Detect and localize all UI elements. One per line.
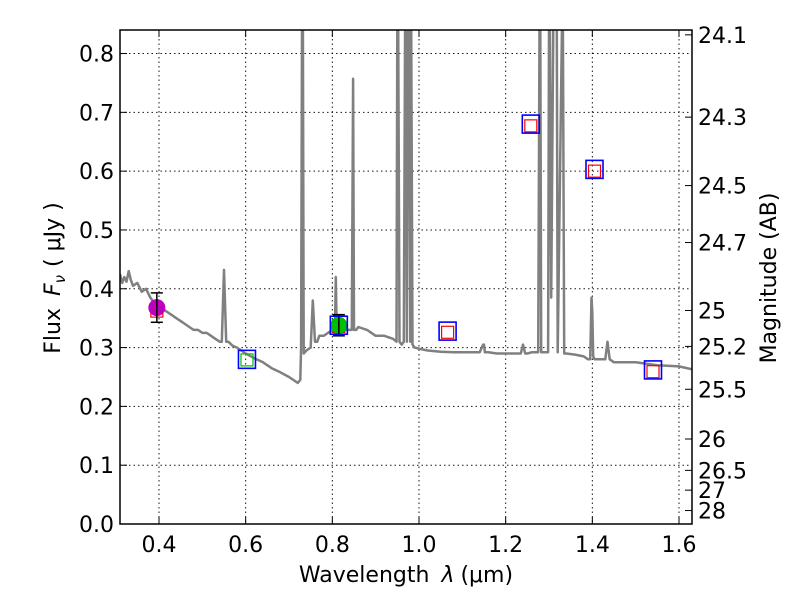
observed-flux-box (521, 114, 541, 134)
y-axis-label: Flux Fν ( μJy ) (41, 202, 69, 353)
x-axis-label-text: Wavelength (299, 563, 430, 588)
photometry-series (148, 114, 663, 380)
observed-flux-box (438, 321, 457, 341)
photometry-point-band-1.06 (438, 321, 457, 341)
mag-tick-label: 26.5 (698, 459, 747, 484)
photometry-point-band-0.60 (237, 349, 257, 370)
plot-frame (119, 29, 693, 525)
model-flux-marker (240, 353, 254, 367)
mag-tick-label: 24.3 (698, 106, 747, 131)
mag-tick-label: 24.1 (698, 24, 747, 49)
mag-tick-label: 25.5 (698, 378, 747, 403)
y-tick-label: 0.6 (79, 160, 114, 185)
spectrum-series (120, 30, 692, 385)
y-tick-label: 0.1 (79, 454, 114, 479)
axis-ticks: 0.4 0.6 0.8 1.0 1.2 1.4 1.6 0.0 0.1 0.2 0.3 0.4 0.5 0… (79, 24, 747, 558)
y-axis-label-text: Flux (41, 308, 66, 354)
y-axis-label-subscript: ν (51, 275, 69, 283)
observed-flux-box (585, 159, 604, 180)
x-tick-label: 1.6 (662, 533, 697, 558)
y-axis-label-unit: ( μJy ) (41, 202, 66, 267)
model-flux-marker (441, 325, 455, 339)
mag-tick-label: 24.5 (698, 175, 747, 200)
x-axis-label-unit: (μm) (460, 563, 513, 588)
y-tick-label: 0.2 (79, 395, 114, 420)
y-tick-label: 0.4 (79, 278, 114, 303)
photometry-point-band-1.26 (521, 114, 541, 134)
spectrum-line (120, 30, 692, 385)
observed-flux-box (237, 349, 257, 370)
x-axis-label-symbol: λ (440, 563, 454, 588)
model-flux-marker (524, 119, 538, 133)
mag-tick-label: 25 (698, 299, 726, 324)
y-tick-label: 0.5 (79, 219, 114, 244)
model-flux-marker (587, 164, 602, 178)
y-tick-label: 0.8 (79, 43, 114, 68)
x-tick-label: 1.2 (488, 533, 523, 558)
mag-tick-label: 27 (698, 479, 726, 504)
y-axis-label-symbol: F (41, 283, 66, 296)
x-tick-label: 1.4 (575, 533, 610, 558)
mag-tick-label: 24.7 (698, 232, 747, 257)
photometry-point-band-1.40 (585, 159, 604, 180)
observed-flux-box (329, 315, 349, 336)
x-tick-label: 0.4 (142, 533, 177, 558)
x-tick-label: 1.0 (402, 533, 437, 558)
x-tick-label: 0.6 (228, 533, 263, 558)
mag-tick-label: 28 (698, 500, 726, 525)
photometry-point-band-0.39 (148, 292, 166, 324)
model-flux-marker (646, 365, 660, 379)
mag-tick-label: 25.2 (698, 335, 747, 360)
y-tick-label: 0.7 (79, 101, 114, 126)
y2-axis-label: Magnitude (AB) (757, 193, 782, 364)
photometry-point-band-0.81 (329, 313, 349, 337)
observed-flux-box (643, 360, 663, 380)
mag-tick-label: 26 (698, 428, 726, 453)
x-axis-label: Wavelength λ (μm) (299, 563, 513, 588)
x-tick-label: 0.8 (315, 533, 350, 558)
y-tick-label: 0.0 (79, 513, 114, 538)
y-tick-label: 0.3 (79, 337, 114, 362)
photometry-point-band-1.54 (643, 360, 663, 380)
